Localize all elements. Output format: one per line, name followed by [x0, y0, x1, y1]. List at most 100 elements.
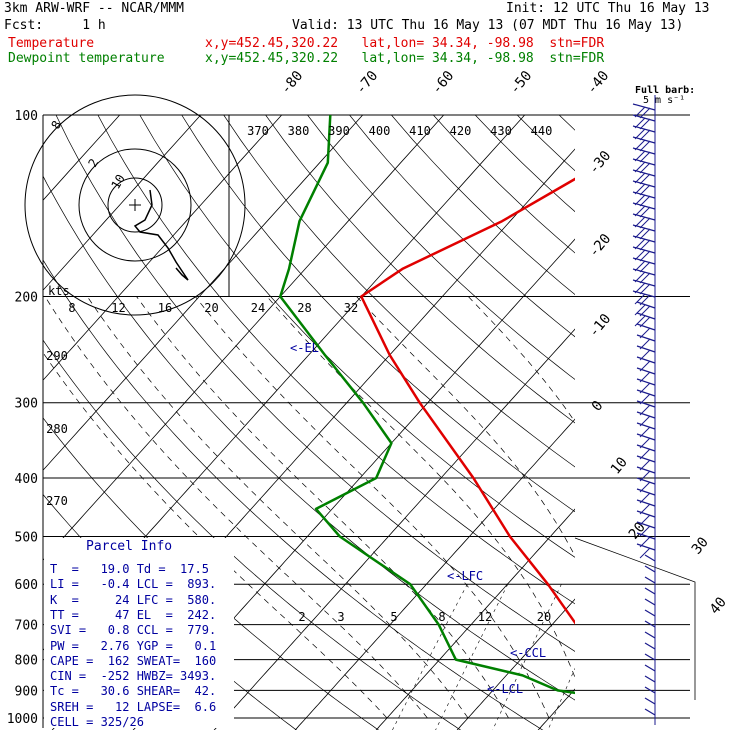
parcel-info-row: CIN = -252 HWBZ= 3493.	[50, 669, 217, 684]
wind-barb-flag	[639, 261, 651, 273]
hodograph-ring-label: 8	[48, 118, 64, 131]
wind-barb	[636, 411, 656, 419]
isotherm-label: -10	[586, 311, 615, 341]
wind-barb	[632, 169, 656, 177]
mixing-ratio-label: 3	[337, 610, 344, 624]
wind-barb	[636, 323, 656, 331]
theta-label: 440	[531, 124, 553, 138]
pressure-tick-label: 500	[15, 530, 38, 545]
mixing-ratio-line	[492, 584, 562, 730]
wind-barb	[636, 455, 656, 463]
wind-barb-flag	[639, 206, 651, 218]
isotherm-line	[294, 418, 575, 730]
wind-barb	[632, 257, 656, 265]
dry-adiabat-line	[474, 115, 575, 213]
wind-barb	[644, 642, 656, 650]
theta-label: 380	[288, 124, 310, 138]
wind-barb	[632, 235, 656, 243]
isotherm-label: -20	[586, 231, 615, 261]
wind-barb	[636, 301, 656, 309]
wind-barb-flag	[639, 118, 651, 130]
wind-barb-flag	[639, 283, 651, 295]
hodograph-trace	[133, 189, 189, 281]
isotherm-line	[43, 115, 444, 561]
wind-barb-flag	[634, 304, 646, 316]
wind-barb-flag	[634, 315, 646, 327]
mixing-ratio-line	[392, 584, 468, 730]
dry-adiabat-line	[391, 115, 575, 296]
dry-adiabat-line	[43, 339, 462, 730]
parcel-info-row: T = 19.0 Td = 17.5	[50, 562, 209, 576]
isotherm-line	[700, 115, 740, 731]
wind-barb-flag	[634, 150, 646, 162]
wind-barb-flag	[639, 547, 651, 559]
wind-barb-flag	[639, 162, 651, 174]
pressure-tick-label: 100	[15, 109, 38, 124]
dry-adiabat-line	[97, 115, 575, 605]
theta-label: 410	[409, 124, 431, 138]
wind-barb	[644, 576, 656, 584]
pressure-tick-label: 300	[15, 397, 38, 412]
isotherm-label: -50	[507, 68, 536, 98]
pressure-tick-label: 1000	[7, 712, 38, 727]
isotherm-label: 30	[689, 534, 712, 557]
wind-barb-flag	[634, 106, 646, 118]
wind-barb-flag	[639, 140, 651, 152]
wind-barb	[636, 466, 656, 474]
temperature-profile	[360, 177, 575, 625]
isotherm-line	[619, 115, 740, 731]
theta-label: 270	[46, 494, 68, 508]
wind-barb	[636, 367, 656, 375]
dry-adiabat-line	[43, 175, 575, 701]
temperature-legend-label: Temperature	[8, 36, 95, 51]
wind-barb-flag	[634, 238, 646, 250]
wind-barb	[636, 510, 656, 518]
isotherm-line	[43, 115, 363, 471]
pressure-tick-label: 800	[15, 654, 38, 669]
wind-barb	[636, 356, 656, 364]
wind-barb	[644, 565, 656, 573]
wind-barb-flag	[639, 272, 651, 284]
wind-barb	[644, 587, 656, 595]
wind-barb	[644, 609, 656, 617]
wind-barb	[636, 499, 656, 507]
dry-adiabat-line	[139, 115, 575, 558]
wind-barb	[636, 400, 656, 408]
dry-adiabat-line	[55, 115, 575, 652]
wind-barb	[632, 202, 656, 210]
parcel-info-row: Tc = 30.6 SHEAR= 42.	[50, 684, 217, 699]
wind-barb-flag	[634, 282, 646, 294]
barb-frame	[574, 537, 696, 700]
wind-barb	[632, 268, 656, 276]
isotherm-line	[456, 598, 575, 730]
temperature-location: x,y=452.45,320.22 lat,lon= 34.34, -98.98…	[205, 36, 605, 51]
hodograph-ring-label: 10	[108, 172, 127, 192]
init-time: Init: 12 UTC Thu 16 May 13	[506, 1, 710, 16]
wind-barb	[636, 444, 656, 452]
wind-barb	[644, 686, 656, 694]
isotherm-line	[213, 328, 575, 730]
dry-adiabat-line	[727, 115, 740, 731]
dewpoint-legend-label: Dewpoint temperature	[8, 51, 165, 66]
wind-barb	[644, 697, 656, 705]
hodograph-ring	[24, 94, 246, 316]
isotherm-label: 0	[589, 398, 607, 415]
wind-barb	[632, 158, 656, 166]
parcel-info-panel: Parcel Info T = 19.0 Td = 17.5 LI = -0.4 …	[44, 538, 234, 729]
isotherm-label: -80	[278, 68, 307, 98]
wind-barb-flag	[634, 216, 646, 228]
wind-barb	[632, 246, 656, 254]
el-annotation: <-EL	[290, 341, 319, 355]
wind-barb	[636, 345, 656, 353]
wind-barb	[632, 103, 656, 111]
wind-barb	[644, 708, 656, 716]
pressure-tick-label: 700	[15, 619, 38, 634]
hodograph-speed-label: 24	[251, 301, 265, 315]
theta-label: 370	[247, 124, 269, 138]
mixing-ratio-line	[435, 584, 509, 730]
wind-barb	[636, 389, 656, 397]
parcel-info-row: TT = 47 EL = 242.	[50, 607, 217, 622]
wind-barb	[636, 334, 656, 342]
ccl-annotation: <-CCL	[510, 646, 546, 660]
isotherm-line	[375, 508, 575, 730]
